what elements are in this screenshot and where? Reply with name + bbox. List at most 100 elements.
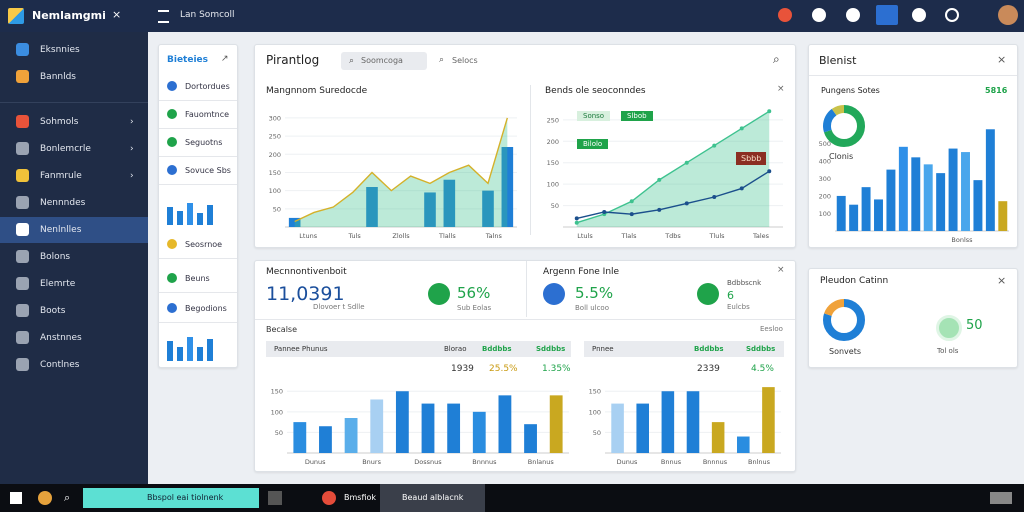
mini-chart-icon <box>167 203 213 225</box>
icon <box>167 273 177 283</box>
point <box>767 169 772 174</box>
y-tick-label: 500 <box>819 140 831 148</box>
point <box>629 199 634 204</box>
sidebar-item[interactable]: Bonlemcrle › <box>0 136 148 162</box>
point <box>629 212 634 217</box>
sub-nav-item[interactable]: Seosrnoe <box>159 231 237 259</box>
taskbar-search[interactable]: Bbspol eai tiolnenk <box>83 488 259 508</box>
figure-note: Tol ols <box>937 347 959 355</box>
search-box[interactable]: ⌕ Soomcoga <box>341 52 427 70</box>
point <box>712 143 717 148</box>
close[interactable]: × <box>997 53 1007 66</box>
y-tick-label: 50 <box>593 429 601 437</box>
close[interactable]: × <box>777 265 785 275</box>
sidebar-item[interactable]: Bolons <box>0 244 148 270</box>
figure: 1939 <box>451 364 474 374</box>
sub-nav-item[interactable]: Sovuce Sbs <box>159 157 237 185</box>
close-tab[interactable]: × <box>112 8 122 21</box>
stat-note: Eulcbs <box>727 303 750 311</box>
sidebar-item[interactable]: Bannlds <box>0 64 148 90</box>
card-title: Pirantlog <box>266 53 320 67</box>
x-tick-label: Bnnnus <box>703 458 728 466</box>
y-tick-label: 100 <box>819 210 831 218</box>
x-tick-label: Dunus <box>305 458 326 466</box>
icon <box>16 142 29 155</box>
icon <box>167 137 177 147</box>
sidebar-item[interactable]: Elemrte <box>0 271 148 297</box>
app-tab[interactable]: Bmsfiok <box>344 493 377 502</box>
chart-title: Bends ole seoconndes <box>545 86 646 96</box>
icon <box>16 196 29 209</box>
search-button[interactable]: ⌕ <box>773 52 780 66</box>
donut <box>823 105 865 147</box>
sidebar-label: Boots <box>40 306 66 316</box>
sub-nav-item[interactable]: Dortordues <box>159 73 237 101</box>
figure: 50 <box>966 318 983 333</box>
app-name: Nemlamgmi <box>32 9 106 22</box>
app-tab-active[interactable]: Beaud alblacnk <box>380 484 485 512</box>
bar <box>424 192 436 227</box>
browser-icon[interactable] <box>38 491 52 505</box>
sidebar-item[interactable]: Sohmols › <box>0 109 148 135</box>
menu-label[interactable]: Lan Somcoll <box>180 10 235 20</box>
app-icon[interactable] <box>268 491 282 505</box>
sub-nav-item[interactable]: Fauomtnce <box>159 101 237 129</box>
search-icon[interactable]: ⌕ <box>64 491 71 504</box>
chevron: › <box>130 144 134 154</box>
sub-nav-label: Dortordues <box>185 82 230 91</box>
card-title: Argenn Fone Inle <box>543 267 620 277</box>
icon[interactable] <box>912 8 926 22</box>
app-icon[interactable] <box>322 491 336 505</box>
sub-nav-item[interactable]: Beuns <box>159 265 237 293</box>
donut-segment <box>823 105 865 147</box>
start-button[interactable] <box>10 492 22 504</box>
close[interactable]: × <box>997 274 1007 287</box>
x-tick-label: Tuls <box>347 232 361 240</box>
section-link[interactable]: Eesloo <box>760 325 783 333</box>
bar-chart: 50 100 150 Dunus Bnnus Bnnnus Bnlnus <box>589 387 781 466</box>
table-header: Pannee Phunus Blorao Bddbbs Sddbbs <box>266 341 571 357</box>
x-tick-label: Bnlanus <box>528 458 555 466</box>
col: Bddbbs <box>482 345 512 353</box>
avatar[interactable] <box>998 5 1018 25</box>
side-card: Pleudon Catinn × Sonvets 50 Tol ols <box>808 268 1018 368</box>
icon <box>16 304 29 317</box>
sidebar-item[interactable]: Nenlnlles <box>0 217 148 243</box>
sidebar-item[interactable]: Fanmrule › <box>0 163 148 189</box>
sidebar-item[interactable]: Boots <box>0 298 148 324</box>
sub-nav-item[interactable]: Seguotns <box>159 129 237 157</box>
pin[interactable]: ↗ <box>221 54 229 64</box>
sidebar-label: Elemrte <box>40 279 76 289</box>
icon <box>543 283 565 305</box>
icon <box>167 165 177 175</box>
sidebar-item[interactable]: Anstnnes <box>0 325 148 351</box>
x-tick-label: Dossnus <box>414 458 442 466</box>
icon-active[interactable] <box>876 5 898 25</box>
icon <box>16 358 29 371</box>
col: Blorao <box>444 345 467 353</box>
icon[interactable] <box>846 8 860 22</box>
filter[interactable]: Selocs <box>452 56 478 65</box>
y-tick-label: 250 <box>547 116 559 124</box>
icon[interactable] <box>778 8 792 22</box>
sub-nav-item[interactable]: Begodions <box>159 295 237 323</box>
close[interactable]: × <box>777 84 785 94</box>
bar <box>948 148 958 231</box>
bar <box>961 152 970 231</box>
point <box>739 126 744 131</box>
y-tick-label: 200 <box>819 192 831 200</box>
point <box>684 160 689 165</box>
x-tick-label: Zlolls <box>392 232 410 240</box>
sidebar-item[interactable]: Eksnnies <box>0 37 148 63</box>
donut-label: Sonvets <box>829 347 862 356</box>
icon[interactable] <box>812 8 826 22</box>
sidebar-item[interactable]: Nennndes <box>0 190 148 216</box>
top-bar: Nemlamgmi × Lan Somcoll <box>0 0 1024 32</box>
bar <box>395 391 409 453</box>
menu-icon[interactable] <box>158 10 169 23</box>
sidebar-item[interactable]: Contlnes <box>0 352 148 378</box>
stat: 56% <box>457 284 491 302</box>
settings-icon[interactable] <box>945 8 959 22</box>
icon <box>16 277 29 290</box>
bar <box>711 422 725 453</box>
